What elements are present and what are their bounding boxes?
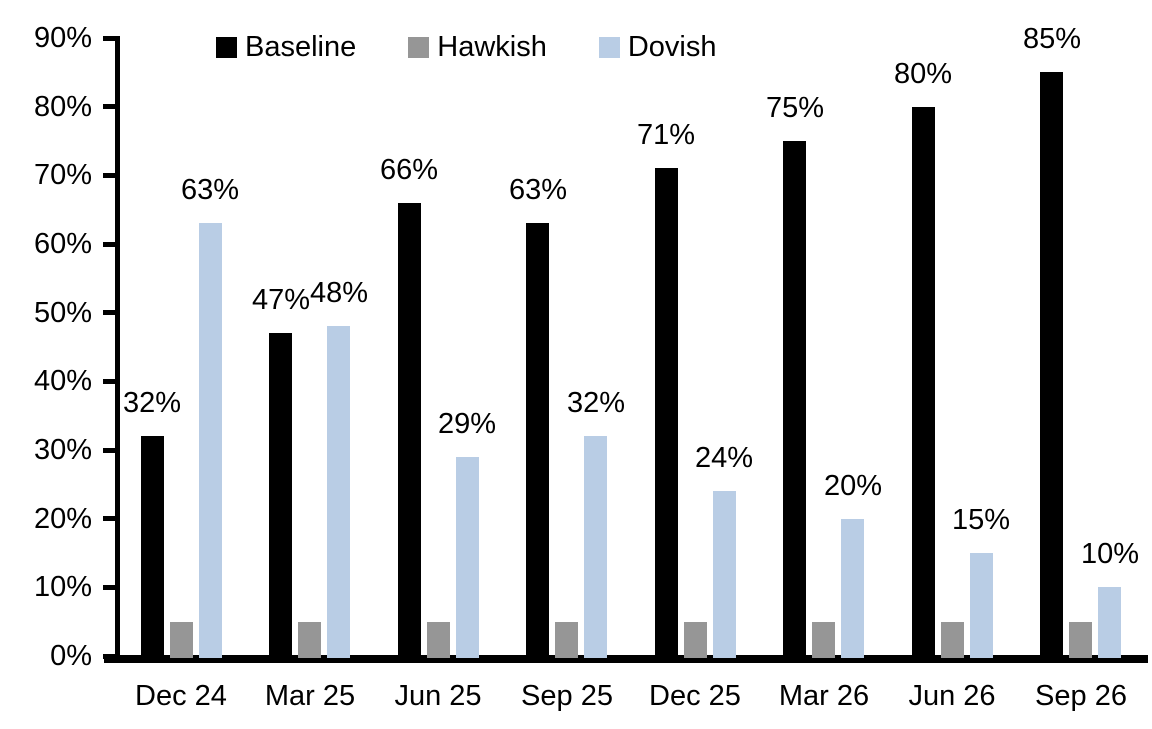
bar-hawkish-dec-24 [170, 622, 193, 658]
y-axis-tick [103, 448, 120, 453]
y-axis-tick-label: 40% [33, 365, 92, 397]
legend-label: Baseline [245, 31, 357, 63]
data-label-baseline-mar-25: 47% [251, 284, 311, 316]
data-label-dovish-jun-26: 15% [951, 504, 1011, 536]
bar-baseline-dec-25 [655, 168, 678, 658]
x-axis-label-dec-25: Dec 25 [649, 680, 741, 712]
bar-dovish-mar-26 [841, 519, 864, 658]
data-label-baseline-sep-25: 63% [508, 174, 568, 206]
chart-legend: Baseline Hawkish Dovish [216, 31, 717, 63]
bar-baseline-sep-26 [1040, 72, 1063, 658]
y-axis-tick [103, 516, 120, 521]
bar-baseline-jun-25 [398, 203, 421, 658]
y-axis-tick [103, 242, 120, 247]
y-axis-tick [103, 173, 120, 178]
x-axis-line [104, 655, 1148, 663]
bar-hawkish-sep-25 [555, 622, 578, 658]
y-axis-tick-label: 80% [33, 91, 92, 123]
y-axis-tick-label: 0% [50, 640, 92, 672]
bar-dovish-jun-25 [456, 457, 479, 658]
bar-dovish-dec-25 [713, 491, 736, 658]
data-label-baseline-mar-26: 75% [765, 92, 825, 124]
bar-hawkish-jun-25 [427, 622, 450, 658]
x-axis-label-jun-25: Jun 25 [394, 680, 482, 712]
bar-hawkish-mar-26 [812, 622, 835, 658]
bar-dovish-sep-26 [1098, 587, 1121, 658]
data-label-baseline-sep-26: 85% [1022, 23, 1082, 55]
x-axis-label-jun-26: Jun 26 [908, 680, 996, 712]
bar-hawkish-dec-25 [684, 622, 707, 658]
y-axis-tick-label: 30% [33, 434, 92, 466]
y-axis-tick-label: 60% [33, 228, 92, 260]
data-label-dovish-mar-25: 48% [309, 277, 369, 309]
y-axis-tick [103, 379, 120, 384]
x-axis-label-mar-26: Mar 26 [778, 680, 870, 712]
data-label-baseline-jun-26: 80% [893, 58, 953, 90]
bar-dovish-mar-25 [327, 326, 350, 658]
bar-hawkish-jun-26 [941, 622, 964, 658]
legend-swatch-icon [216, 36, 237, 58]
data-label-dovish-mar-26: 20% [823, 470, 883, 502]
y-axis-tick-label: 20% [33, 503, 92, 535]
y-axis-tick-label: 50% [33, 297, 92, 329]
bar-baseline-sep-25 [526, 223, 549, 658]
y-axis-tick [103, 104, 120, 109]
bar-baseline-jun-26 [912, 107, 935, 658]
data-label-dovish-jun-25: 29% [437, 408, 497, 440]
y-axis-tick [103, 654, 120, 659]
x-axis-label-dec-24: Dec 24 [135, 680, 227, 712]
y-axis-tick [103, 585, 120, 590]
bar-dovish-jun-26 [970, 553, 993, 658]
bar-hawkish-sep-26 [1069, 622, 1092, 658]
y-axis-tick-label: 10% [33, 571, 92, 603]
data-label-baseline-jun-25: 66% [379, 154, 439, 186]
bar-dovish-dec-24 [199, 223, 222, 658]
legend-item-baseline: Baseline [216, 31, 356, 63]
bar-dovish-sep-25 [584, 436, 607, 658]
bar-baseline-mar-26 [783, 141, 806, 658]
x-axis-label-sep-26: Sep 26 [1035, 680, 1127, 712]
legend-item-hawkish: Hawkish [408, 31, 547, 63]
legend-label: Hawkish [437, 31, 547, 63]
legend-swatch-icon [408, 36, 430, 58]
y-axis-tick [103, 36, 120, 41]
x-axis-label-sep-25: Sep 25 [521, 680, 613, 712]
y-axis-line [115, 38, 120, 663]
legend-label: Dovish [627, 31, 717, 63]
y-axis-tick-label: 70% [33, 159, 92, 191]
data-label-baseline-dec-24: 32% [122, 387, 182, 419]
y-axis-tick [103, 310, 120, 315]
bar-baseline-dec-24 [141, 436, 164, 658]
legend-item-dovish: Dovish [598, 31, 717, 63]
y-axis-tick-label: 90% [33, 22, 92, 54]
x-axis-label-mar-25: Mar 25 [264, 680, 356, 712]
bar-baseline-mar-25 [269, 333, 292, 658]
data-label-dovish-dec-24: 63% [180, 174, 240, 206]
data-label-dovish-dec-25: 24% [694, 442, 754, 474]
legend-swatch-icon [598, 36, 620, 58]
data-label-dovish-sep-26: 10% [1080, 538, 1140, 570]
bar-hawkish-mar-25 [298, 622, 321, 658]
data-label-baseline-dec-25: 71% [636, 119, 696, 151]
data-label-dovish-sep-25: 32% [566, 387, 626, 419]
